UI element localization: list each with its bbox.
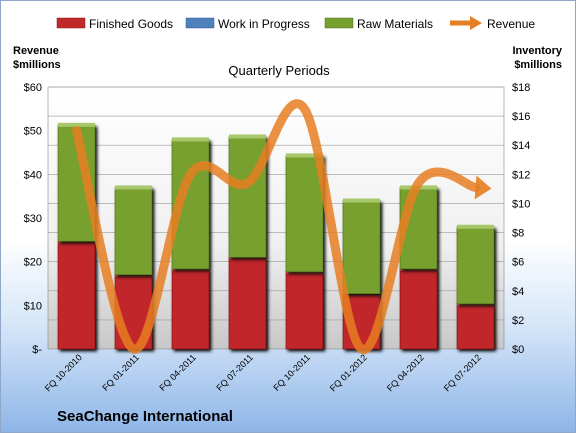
bar-raw-materials-cap [115, 185, 152, 190]
right-axis-title-line1: Inventory [512, 45, 562, 57]
bar-finished-goods [57, 240, 96, 350]
bar-finished-goods [171, 268, 210, 350]
chart-title: Quarterly Periods [228, 63, 330, 78]
left-axis-title-line1: Revenue [13, 45, 59, 57]
category-label: FQ 01-2011 [100, 352, 141, 393]
bar-raw-materials-cap [172, 137, 209, 142]
category-label: FQ 01-2012 [328, 352, 369, 393]
bar-raw-materials-cap [286, 153, 323, 158]
legend-label-work-in-progress: Work in Progress [218, 17, 310, 31]
left-tick-label: $10 [24, 300, 42, 312]
legend-label-revenue: Revenue [487, 17, 535, 31]
bar-finished-goods [399, 268, 438, 350]
bar-raw-materials [285, 155, 324, 273]
left-tick-label: $40 [24, 169, 42, 181]
revenue-arrowhead [474, 175, 492, 200]
category-label: FQ 07-2012 [442, 352, 483, 393]
bar-raw-materials-cap [58, 122, 95, 127]
category-label: FQ 07-2011 [214, 352, 255, 393]
left-axis-ticks: $- $10 $20 $30 $40 $50 $60 [24, 82, 43, 356]
category-label: FQ 04-2011 [157, 352, 198, 393]
right-tick-label: $4 [512, 286, 524, 298]
bar-raw-materials [228, 136, 267, 258]
category-labels: FQ 10-2010 FQ 01-2011 FQ 04-2011 FQ 07-2011… [43, 352, 483, 393]
legend: Finished Goods Work in Progress Raw Mate… [56, 16, 535, 31]
legend-swatch-revenue-arrow [470, 16, 482, 30]
bar-raw-materials [114, 187, 153, 276]
revenue-line [72, 99, 492, 354]
bar-raw-materials [342, 200, 381, 294]
right-tick-label: $18 [512, 82, 530, 94]
legend-swatch-work-in-progress [185, 17, 215, 29]
bar-finished-goods [456, 303, 495, 350]
legend-label-raw-materials: Raw Materials [357, 17, 433, 31]
category-label: FQ 04-2012 [385, 352, 426, 393]
right-tick-label: $14 [512, 140, 530, 152]
legend-swatch-finished-goods [56, 17, 86, 29]
left-axis-title-line2: $millions [13, 59, 61, 71]
bar-finished-goods [228, 256, 267, 350]
right-tick-label: $10 [512, 198, 530, 210]
company-name: SeaChange International [57, 408, 233, 425]
left-tick-label: $- [32, 344, 42, 356]
left-tick-label: $30 [24, 213, 42, 225]
bar-raw-materials-cap [229, 134, 266, 139]
category-label: FQ 10-2011 [271, 352, 312, 393]
left-tick-label: $60 [24, 82, 42, 94]
right-axis-title-line2: $millions [514, 59, 562, 71]
right-tick-label: $12 [512, 169, 530, 181]
right-tick-label: $0 [512, 344, 524, 356]
right-tick-label: $6 [512, 257, 524, 269]
right-tick-label: $2 [512, 315, 524, 327]
bar-raw-materials [456, 226, 495, 305]
legend-swatch-raw-materials [324, 17, 354, 29]
right-tick-label: $16 [512, 111, 530, 123]
legend-label-finished-goods: Finished Goods [89, 17, 173, 31]
category-label: FQ 10-2010 [43, 352, 84, 393]
right-axis-ticks: $0 $2 $4 $6 $8 $10 $12 $14 $16 $18 [512, 82, 530, 356]
right-tick-label: $8 [512, 228, 524, 240]
left-tick-label: $20 [24, 257, 42, 269]
bar-raw-materials-cap [457, 224, 494, 229]
bar-finished-goods [285, 271, 324, 350]
left-tick-label: $50 [24, 126, 42, 138]
revenue-curve [72, 99, 480, 354]
bar-raw-materials-cap [343, 198, 380, 203]
